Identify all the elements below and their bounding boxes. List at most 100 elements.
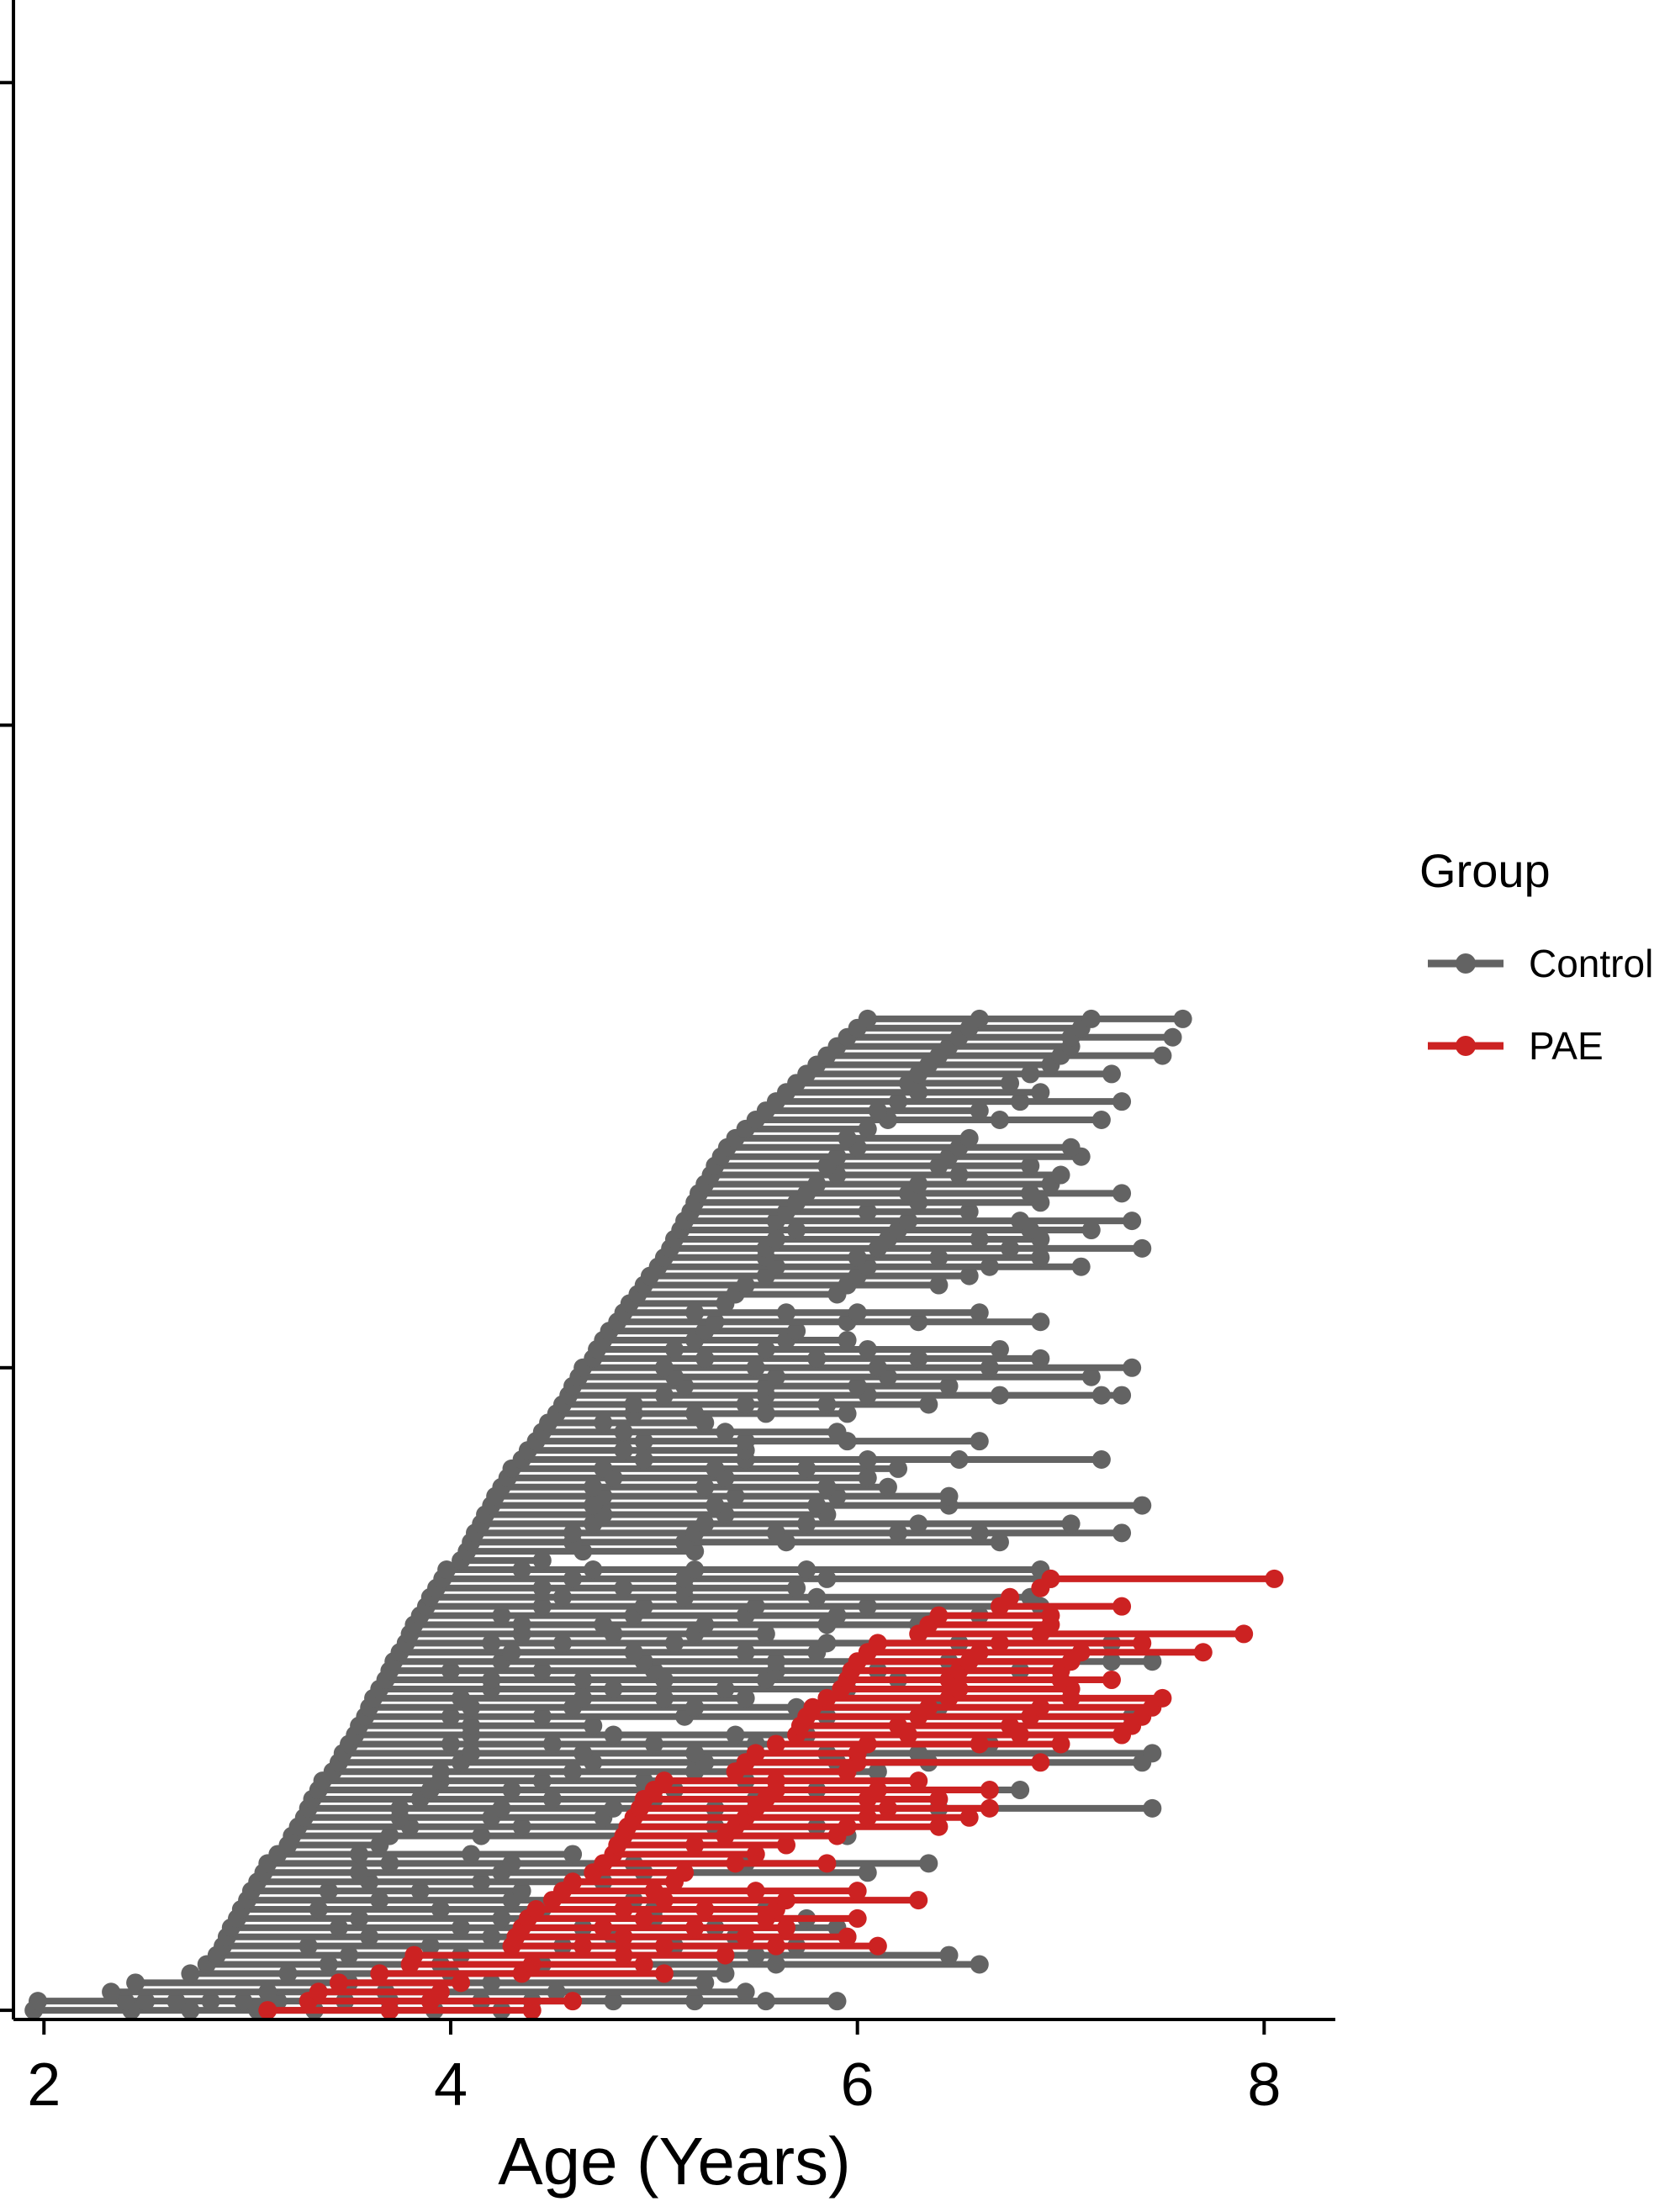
x-tick-label: 6 [841, 2051, 875, 2119]
control-visit-point [1133, 1496, 1152, 1515]
control-visit-point [1071, 1257, 1091, 1276]
control-visit-point [685, 1303, 705, 1322]
pae-visit-point [654, 1771, 674, 1791]
control-visit-point [441, 1734, 460, 1754]
control-visit-point [756, 1624, 775, 1644]
pae-visit-point [634, 1908, 653, 1928]
pae-visit-point [878, 1798, 897, 1818]
control-visit-point [695, 1514, 715, 1534]
pae-visit-point [909, 1891, 928, 1910]
control-visit-point [797, 1560, 817, 1580]
control-visit-point [634, 1449, 653, 1469]
control-visit-point [1112, 1523, 1132, 1543]
control-visit-point [309, 1899, 328, 1919]
control-visit-point [959, 1128, 979, 1148]
control-visit-point [329, 1918, 348, 1937]
pae-visit-point [685, 1918, 705, 1937]
control-visit-point [563, 1523, 583, 1543]
control-visit-point [970, 1229, 989, 1249]
control-visit-point [766, 1367, 785, 1386]
control-visit-point [959, 1202, 979, 1222]
control-visit-point [909, 1349, 928, 1368]
control-visit-point [1021, 1064, 1040, 1084]
pae-visit-point [980, 1798, 999, 1818]
pae-visit-point [848, 1908, 867, 1928]
pae-visit-point [766, 1771, 785, 1791]
control-visit-point [502, 1643, 521, 1662]
control-visit-point [634, 1432, 653, 1451]
control-visit-point [970, 1432, 989, 1451]
control-visit-point [970, 1009, 989, 1028]
control-visit-point [594, 1615, 613, 1634]
control-visit-point [644, 1734, 663, 1754]
control-visit-point [889, 1092, 908, 1111]
control-visit-point [685, 1992, 705, 2011]
control-visit-point [201, 1992, 220, 2011]
pae-visit-point [1102, 1671, 1121, 1690]
pae-visit-point [522, 1955, 542, 1974]
control-visit-point [502, 1781, 521, 1800]
pae-visit-point [431, 1982, 450, 2002]
control-visit-point [858, 1449, 877, 1469]
control-visit-point [746, 1945, 765, 1965]
control-visit-point [512, 1882, 531, 1901]
control-visit-point [736, 1643, 755, 1662]
control-visit-point [1112, 1092, 1132, 1111]
control-visit-point [634, 1597, 653, 1616]
pae-visit-point [522, 2001, 542, 2020]
control-visit-point [695, 1973, 715, 1993]
x-tick-label: 2 [27, 2051, 61, 2119]
control-visit-point [990, 1533, 1009, 1552]
legend-title: Group [1419, 844, 1551, 897]
pae-visit-point [777, 1835, 796, 1855]
control-visit-point [654, 1688, 674, 1708]
control-visit-point [909, 1514, 928, 1534]
pae-visit-point [370, 1964, 389, 1983]
data-layer [24, 1009, 1284, 2020]
control-visit-point [1123, 1358, 1142, 1377]
control-visit-point [970, 1523, 989, 1543]
control-visit-point [136, 1992, 156, 2011]
control-visit-point [685, 1560, 705, 1580]
control-visit-point [736, 1275, 755, 1295]
pae-visit-point [848, 1882, 867, 1901]
control-visit-point [766, 1955, 785, 1974]
control-visit-point [512, 1560, 531, 1580]
pae-visit-point [929, 1817, 949, 1836]
control-visit-point [1123, 1212, 1142, 1231]
pae-visit-point [404, 1945, 424, 1965]
control-visit-point [360, 1927, 379, 1946]
control-visit-point [970, 1955, 989, 1974]
control-visit-point [848, 1248, 867, 1267]
pae-visit-point [959, 1808, 979, 1827]
control-visit-point [299, 1936, 318, 1956]
control-visit-point [390, 1798, 410, 1818]
control-visit-point [234, 1992, 253, 2011]
control-visit-point [1163, 1027, 1182, 1047]
control-visit-point [563, 1569, 583, 1588]
control-visit-point [685, 1744, 705, 1763]
pae-visit-point [563, 1872, 583, 1892]
pae-visit-point [526, 1899, 546, 1919]
control-visit-point [1031, 1349, 1050, 1368]
control-visit-point [665, 1339, 684, 1359]
control-visit-point [736, 1432, 755, 1451]
control-visit-point [532, 1597, 552, 1616]
pae-visit-point [644, 1882, 663, 1901]
control-visit-point [1031, 1312, 1050, 1332]
x-tick-label: 8 [1247, 2051, 1281, 2119]
x-tick-label: 4 [434, 2051, 468, 2119]
control-visit-point [817, 1395, 837, 1414]
control-visit-point [573, 1671, 593, 1690]
control-visit-point [858, 1468, 877, 1487]
control-visit-point [909, 1312, 928, 1332]
control-visit-point [482, 1671, 501, 1690]
control-visit-point [437, 1560, 457, 1580]
control-visit-point [746, 1358, 765, 1377]
pae-visit-point [1133, 1634, 1152, 1653]
control-visit-point [542, 1789, 562, 1808]
control-visit-point [340, 1945, 359, 1965]
control-visit-point [584, 1560, 603, 1580]
control-visit-point [1143, 1744, 1162, 1763]
